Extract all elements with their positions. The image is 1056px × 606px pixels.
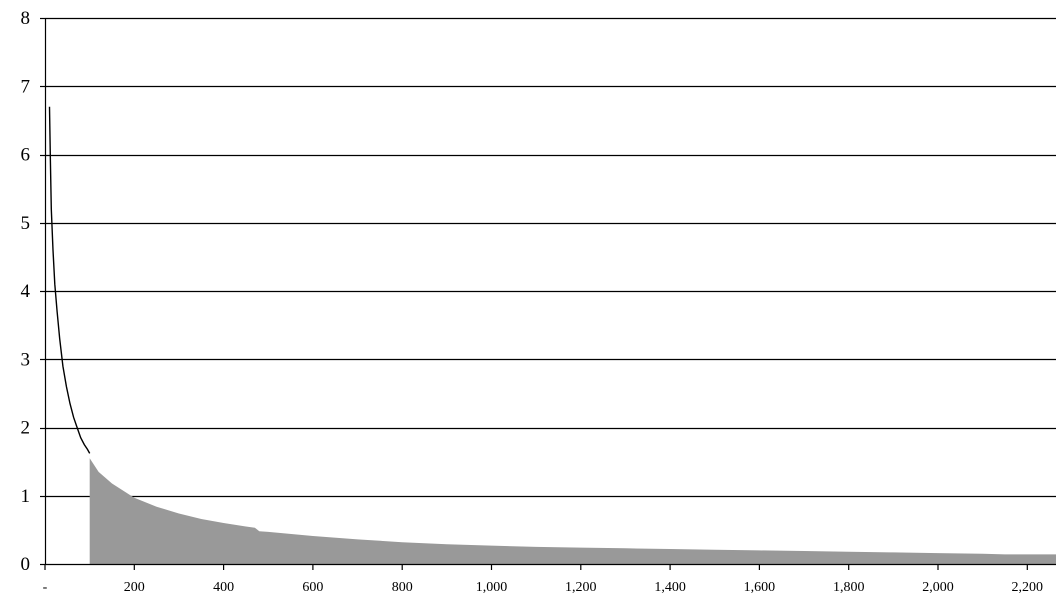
y-tick-label-0: 0 <box>21 554 31 575</box>
axes <box>40 17 1056 570</box>
y-tick-label-7: 7 <box>21 76 31 97</box>
x-tick-label-1800: 1,800 <box>833 580 865 595</box>
y-tick-label-5: 5 <box>21 213 31 234</box>
x-tick-label-2000: 2,000 <box>922 580 954 595</box>
y-tick-label-3: 3 <box>21 349 31 370</box>
x-tick-label-1400: 1,400 <box>654 580 686 595</box>
y-tick-label-4: 4 <box>21 281 31 302</box>
x-tick-label-1000: 1,000 <box>476 580 508 595</box>
y-tick-label-2: 2 <box>21 418 31 439</box>
line-series-layer <box>48 106 91 454</box>
x-tick-label-1600: 1,600 <box>744 580 776 595</box>
x-tick-label-200: 200 <box>124 580 145 595</box>
area-series-1 <box>89 458 1056 564</box>
x-tick-labels: - 200 400 600 800 1,000 1,200 1,400 1,600 1,800 2,… <box>43 580 1043 595</box>
y-tick-label-8: 8 <box>21 8 31 29</box>
area-series-layer <box>89 458 1056 564</box>
x-tick-label-1200: 1,200 <box>565 580 597 595</box>
y-tick-labels: 0 1 2 3 4 5 6 7 8 <box>21 8 31 575</box>
y-tick-label-6: 6 <box>21 145 31 166</box>
x-tick-label-800: 800 <box>392 580 413 595</box>
gridlines <box>45 17 1056 498</box>
x-tick-label-600: 600 <box>302 580 323 595</box>
x-tick-label-400: 400 <box>213 580 234 595</box>
line-series-0 <box>48 106 91 454</box>
y-tick-label-1: 1 <box>21 486 31 507</box>
x-tick-label-2200: 2,200 <box>1012 580 1044 595</box>
x-tick-label-0: - <box>43 580 48 595</box>
